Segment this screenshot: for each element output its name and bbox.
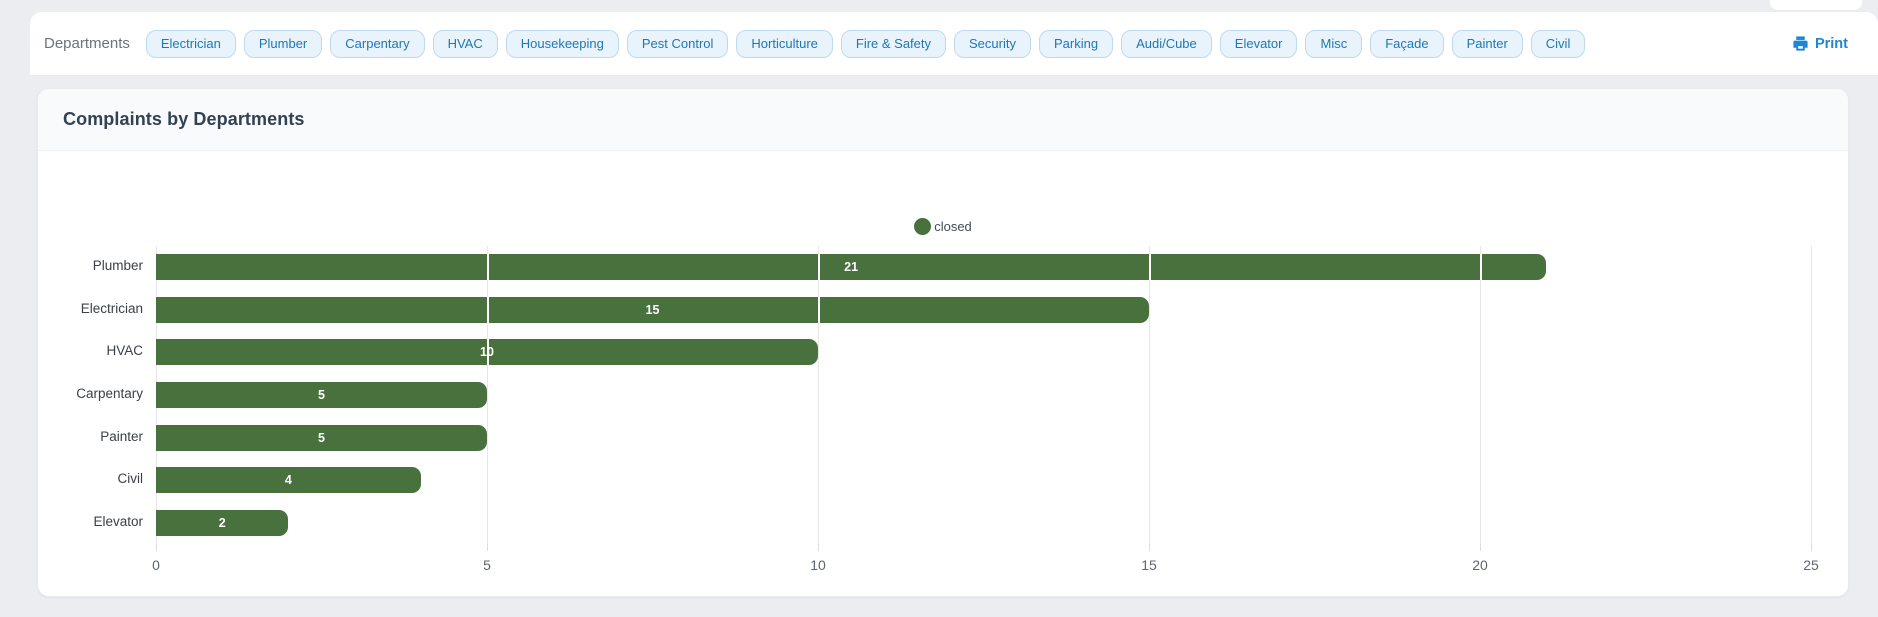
bar-civil[interactable]: 4 — [156, 467, 421, 494]
department-chip-fire-safety[interactable]: Fire & Safety — [840, 29, 947, 58]
axis-tick — [156, 544, 157, 551]
department-chip-security[interactable]: Security — [954, 29, 1031, 58]
gridline-over-bar — [1479, 254, 1482, 281]
bar-carpentary[interactable]: 5 — [156, 382, 487, 408]
category-label-hvac: HVAC — [106, 343, 143, 359]
departments-toolbar: Departments Electrician Plumber Carpentary… — [30, 12, 1878, 75]
bar-value-label: 10 — [480, 345, 494, 360]
category-label-carpentary: Carpentary — [76, 386, 143, 401]
legend[interactable]: closed — [50, 217, 1836, 235]
bar-electrician[interactable]: 15 — [156, 296, 1149, 323]
department-chip-housekeeping[interactable]: Housekeeping — [505, 29, 619, 58]
gridline-over-bar — [818, 296, 820, 323]
bar-value-label: 15 — [645, 302, 660, 317]
gridline — [1149, 246, 1150, 544]
department-chip-parking[interactable]: Parking — [1038, 29, 1114, 58]
cutoff-panel-top-right — [1770, 0, 1862, 10]
bar-hvac[interactable]: 10 — [156, 339, 818, 366]
gridline — [1480, 246, 1481, 544]
legend-marker-closed — [914, 217, 932, 235]
bar-value-label: 21 — [844, 260, 859, 275]
x-tick-label: 20 — [1472, 557, 1488, 573]
x-tick-label: 10 — [810, 557, 826, 573]
department-chip-pest-control[interactable]: Pest Control — [626, 29, 729, 58]
axis-tick — [1811, 544, 1812, 551]
gridline-over-bar — [487, 296, 489, 323]
department-chip-plumber[interactable]: Plumber — [243, 29, 323, 58]
category-label-elevator: Elevator — [93, 513, 143, 529]
bar-plumber[interactable]: 21 — [156, 254, 1547, 281]
card-header: Complaints by Departments — [38, 89, 1848, 151]
bar-value-label: 4 — [284, 473, 292, 488]
gridline-over-bar — [817, 254, 820, 281]
print-button[interactable]: Print — [1792, 35, 1848, 52]
gridline-over-bar — [487, 339, 489, 366]
gridline-over-bar — [1148, 254, 1151, 281]
department-chip-carpentary[interactable]: Carpentary — [330, 29, 425, 58]
chart-area: closed 0 5 10 15 20 25 Plumber 21 Electrician 15 H… — [50, 151, 1836, 586]
x-tick-label: 25 — [1803, 557, 1819, 573]
complaints-by-departments-card: Complaints by Departments closed 0 5 10 15 2… — [37, 88, 1849, 597]
gridline-over-bar — [486, 254, 489, 281]
bar-elevator[interactable]: 2 — [156, 509, 289, 536]
department-chip-audi-cube[interactable]: Audi/Cube — [1121, 29, 1212, 58]
category-label-civil: Civil — [117, 471, 144, 487]
gridline — [487, 246, 488, 544]
category-label-painter: Painter — [100, 428, 143, 444]
bar-value-label: 5 — [318, 388, 325, 402]
card-title: Complaints by Departments — [63, 109, 305, 129]
axis-tick — [818, 544, 819, 551]
category-label-plumber: Plumber — [92, 258, 143, 274]
x-tick-label: 0 — [152, 557, 160, 573]
department-chip-electrician[interactable]: Electrician — [145, 29, 236, 58]
printer-icon — [1792, 35, 1809, 52]
chart-panel: closed 0 5 10 15 20 25 Plumber 21 Electrician 15 H… — [50, 151, 1836, 586]
department-chip-elevator[interactable]: Elevator — [1219, 29, 1298, 58]
department-chip-misc[interactable]: Misc — [1305, 29, 1363, 58]
department-chip-horticulture[interactable]: Horticulture — [736, 29, 833, 58]
print-button-label: Print — [1814, 35, 1848, 52]
x-tick-label: 15 — [1141, 557, 1157, 573]
bar-value-label: 5 — [318, 430, 325, 445]
department-chip-civil[interactable]: Civil — [1530, 29, 1586, 58]
axis-tick — [1480, 544, 1481, 551]
category-label-electrician: Electrician — [80, 300, 143, 316]
department-chip-hvac[interactable]: HVAC — [432, 29, 498, 58]
bar-painter[interactable]: 5 — [156, 424, 487, 451]
x-tick-label: 5 — [483, 557, 491, 573]
axis-tick — [1149, 544, 1150, 551]
department-chip-list: Electrician Plumber Carpentary HVAC Housekee… — [145, 29, 1586, 58]
legend-label: closed — [934, 218, 972, 234]
axis-tick — [487, 544, 488, 551]
gridline — [818, 246, 819, 544]
bar-value-label: 2 — [218, 515, 226, 530]
departments-label: Departments — [44, 35, 130, 52]
gridline — [1811, 246, 1812, 544]
department-chip-painter[interactable]: Painter — [1451, 29, 1523, 58]
department-chip-fa-ade[interactable]: Façade — [1370, 29, 1444, 58]
